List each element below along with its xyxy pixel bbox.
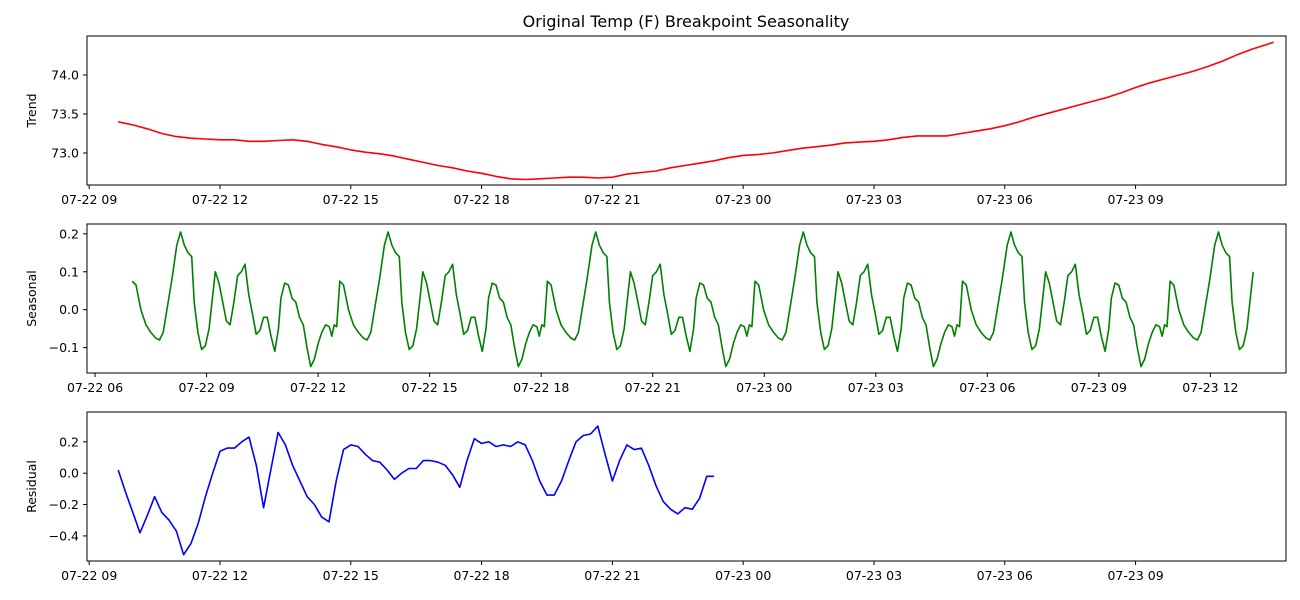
axes-frame xyxy=(86,223,1287,374)
x-tick-label: 07-22 21 xyxy=(584,568,640,583)
y-axis-label: Trend xyxy=(24,93,39,128)
x-tick-label: 07-22 12 xyxy=(290,380,346,395)
x-tick-label: 07-22 18 xyxy=(513,380,569,395)
x-tick-label: 07-22 21 xyxy=(625,380,681,395)
y-tick-label: −0.1 xyxy=(49,340,79,355)
x-tick-label: 07-22 15 xyxy=(402,380,458,395)
axes-frame xyxy=(86,35,1287,186)
panel-seasonal: 07-22 06 07-22 09 07-22 12 07-22 15 07-22 18… xyxy=(24,223,1287,395)
x-tick-label: 07-22 15 xyxy=(323,192,379,207)
x-tick-label: 07-22 09 xyxy=(61,192,117,207)
x-tick-label: 07-22 06 xyxy=(67,380,123,395)
x-tick-label: 07-22 15 xyxy=(323,568,379,583)
y-tick-label: 0.1 xyxy=(59,264,79,279)
x-tick-label: 07-23 09 xyxy=(1107,568,1163,583)
x-tick-label: 07-23 03 xyxy=(848,380,904,395)
y-axis-label: Residual xyxy=(24,460,39,513)
y-tick-label: 0.2 xyxy=(59,434,79,449)
x-tick-label: 07-23 00 xyxy=(736,380,792,395)
x-tick-label: 07-22 12 xyxy=(192,192,248,207)
trend-series-line xyxy=(118,41,1274,181)
y-tick-label: 0.2 xyxy=(59,226,79,241)
x-tick-label: 07-23 09 xyxy=(1071,380,1127,395)
x-tick-label: 07-22 09 xyxy=(61,568,117,583)
x-tick-label: 07-23 06 xyxy=(977,192,1033,207)
x-tick-label: 07-23 09 xyxy=(1107,192,1163,207)
x-tick-label: 07-23 00 xyxy=(715,192,771,207)
x-tick-label: 07-22 12 xyxy=(192,568,248,583)
y-tick-label: 73.5 xyxy=(51,107,79,122)
seasonal-series-line xyxy=(131,231,1254,368)
x-tick-label: 07-22 09 xyxy=(178,380,234,395)
x-tick-label: 07-23 03 xyxy=(846,568,902,583)
y-tick-label: −0.4 xyxy=(49,528,79,543)
y-tick-label: 74.0 xyxy=(51,68,79,83)
x-tick-label: 07-22 18 xyxy=(453,568,509,583)
x-tick-label: 07-23 00 xyxy=(715,568,771,583)
residual-series-line xyxy=(117,425,715,556)
y-axis-label: Seasonal xyxy=(24,270,39,327)
panel-residual: 07-22 09 07-22 12 07-22 15 07-22 18 07-22 21… xyxy=(24,411,1287,583)
x-tick-label: 07-23 06 xyxy=(977,568,1033,583)
y-tick-label: 0.0 xyxy=(59,302,79,317)
y-tick-label: 73.0 xyxy=(51,146,79,161)
axes-frame xyxy=(86,411,1287,562)
y-tick-label: 0.0 xyxy=(59,466,79,481)
x-tick-label: 07-22 18 xyxy=(453,192,509,207)
figure-title: Original Temp (F) Breakpoint Seasonality xyxy=(523,12,850,31)
x-tick-label: 07-23 12 xyxy=(1182,380,1238,395)
x-tick-label: 07-22 21 xyxy=(584,192,640,207)
y-tick-label: −0.2 xyxy=(49,497,79,512)
x-tick-label: 07-23 06 xyxy=(959,380,1015,395)
x-tick-label: 07-23 03 xyxy=(846,192,902,207)
panel-trend: 07-22 09 07-22 12 07-22 15 07-22 18 07-22 21… xyxy=(24,35,1287,207)
